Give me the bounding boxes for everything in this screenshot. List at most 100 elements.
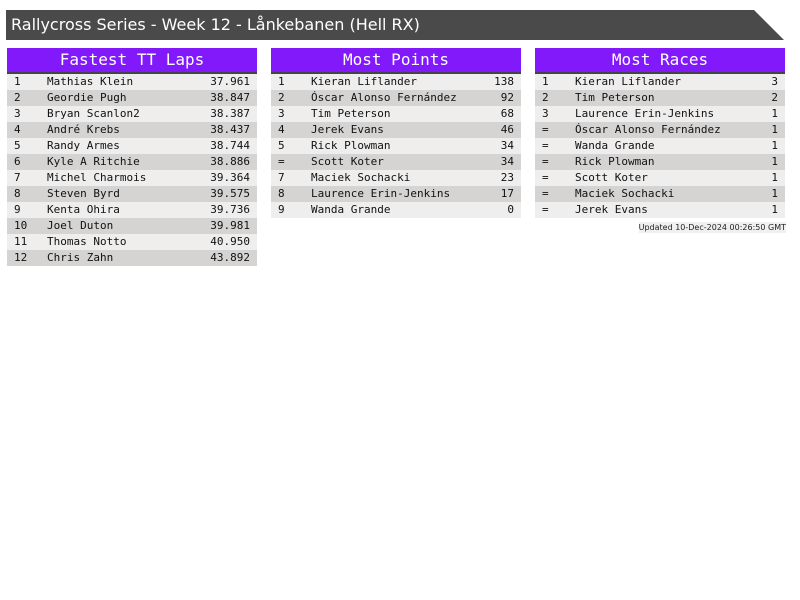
driver-name-cell: Jerek Evans bbox=[311, 123, 384, 136]
position-cell: 3 bbox=[278, 107, 285, 120]
position-cell: 5 bbox=[278, 139, 285, 152]
driver-name-cell: Laurence Erin-Jenkins bbox=[575, 107, 715, 120]
driver-name-cell: Wanda Grande bbox=[311, 203, 391, 216]
position-cell: 2 bbox=[542, 91, 549, 104]
driver-name-cell: Maciek Sochacki bbox=[575, 187, 675, 200]
position-cell: 10 bbox=[14, 219, 28, 232]
value-cell: 1 bbox=[771, 203, 778, 216]
driver-name-cell: Maciek Sochacki bbox=[311, 171, 411, 184]
position-cell: = bbox=[542, 155, 549, 168]
table-row: 11 Thomas Notto 40.950 bbox=[7, 234, 257, 250]
position-cell: 8 bbox=[278, 187, 285, 200]
driver-name-cell: Óscar Alonso Fernández bbox=[575, 123, 721, 136]
fastest-tt-laps-table: Fastest TT Laps 1 Mathias Klein 37.961 2 Geor… bbox=[7, 48, 257, 266]
driver-name-cell: Laurence Erin-Jenkins bbox=[311, 187, 451, 200]
table-row: = Óscar Alonso Fernández 1 bbox=[535, 122, 785, 138]
position-cell: 1 bbox=[278, 75, 285, 88]
value-cell: 34 bbox=[500, 155, 514, 168]
value-cell: 37.961 bbox=[210, 75, 250, 88]
value-cell: 92 bbox=[500, 91, 514, 104]
value-cell: 34 bbox=[500, 139, 514, 152]
position-cell: 3 bbox=[14, 107, 21, 120]
most-points-table: Most Points 1 Kieran Liflander 138 2 Óscar Al… bbox=[271, 48, 521, 218]
position-cell: 4 bbox=[14, 123, 21, 136]
driver-name-cell: Kenta Ohira bbox=[47, 203, 120, 216]
position-cell: = bbox=[278, 155, 285, 168]
table-row: 7 Michel Charmois 39.364 bbox=[7, 170, 257, 186]
value-cell: 39.736 bbox=[210, 203, 250, 216]
value-cell: 38.744 bbox=[210, 139, 250, 152]
table-row: 1 Kieran Liflander 138 bbox=[271, 74, 521, 90]
driver-name-cell: Scott Koter bbox=[311, 155, 384, 168]
value-cell: 1 bbox=[771, 171, 778, 184]
driver-name-cell: Thomas Notto bbox=[47, 235, 127, 248]
driver-name-cell: Wanda Grande bbox=[575, 139, 655, 152]
value-cell: 46 bbox=[500, 123, 514, 136]
driver-name-cell: Kieran Liflander bbox=[575, 75, 681, 88]
table-row: 2 Geordie Pugh 38.847 bbox=[7, 90, 257, 106]
driver-name-cell: Chris Zahn bbox=[47, 251, 114, 264]
driver-name-cell: Kyle A Ritchie bbox=[47, 155, 140, 168]
driver-name-cell: Tim Peterson bbox=[311, 107, 391, 120]
value-cell: 23 bbox=[500, 171, 514, 184]
value-cell: 138 bbox=[494, 75, 514, 88]
table-row: = Rick Plowman 1 bbox=[535, 154, 785, 170]
table-row: 8 Steven Byrd 39.575 bbox=[7, 186, 257, 202]
table-row: = Scott Koter 1 bbox=[535, 170, 785, 186]
table-row: 4 André Krebs 38.437 bbox=[7, 122, 257, 138]
value-cell: 1 bbox=[771, 123, 778, 136]
driver-name-cell: Rick Plowman bbox=[311, 139, 391, 152]
driver-name-cell: André Krebs bbox=[47, 123, 120, 136]
driver-name-cell: Geordie Pugh bbox=[47, 91, 127, 104]
table-row: 9 Wanda Grande 0 bbox=[271, 202, 521, 218]
table-row: 8 Laurence Erin-Jenkins 17 bbox=[271, 186, 521, 202]
value-cell: 1 bbox=[771, 107, 778, 120]
value-cell: 39.575 bbox=[210, 187, 250, 200]
table-heading: Fastest TT Laps bbox=[7, 48, 257, 74]
driver-name-cell: Steven Byrd bbox=[47, 187, 120, 200]
value-cell: 1 bbox=[771, 187, 778, 200]
table-row: 7 Maciek Sochacki 23 bbox=[271, 170, 521, 186]
table-heading: Most Points bbox=[271, 48, 521, 74]
value-cell: 1 bbox=[771, 155, 778, 168]
table-row: 12 Chris Zahn 43.892 bbox=[7, 250, 257, 266]
driver-name-cell: Michel Charmois bbox=[47, 171, 147, 184]
position-cell: 2 bbox=[14, 91, 21, 104]
position-cell: 7 bbox=[14, 171, 21, 184]
driver-name-cell: Randy Armes bbox=[47, 139, 120, 152]
position-cell: 9 bbox=[14, 203, 21, 216]
position-cell: = bbox=[542, 171, 549, 184]
value-cell: 39.364 bbox=[210, 171, 250, 184]
value-cell: 39.981 bbox=[210, 219, 250, 232]
table-row: = Wanda Grande 1 bbox=[535, 138, 785, 154]
value-cell: 38.387 bbox=[210, 107, 250, 120]
table-row: 2 Tim Peterson 2 bbox=[535, 90, 785, 106]
driver-name-cell: Bryan Scanlon2 bbox=[47, 107, 140, 120]
value-cell: 38.886 bbox=[210, 155, 250, 168]
position-cell: 2 bbox=[278, 91, 285, 104]
table-row: 9 Kenta Ohira 39.736 bbox=[7, 202, 257, 218]
position-cell: = bbox=[542, 123, 549, 136]
driver-name-cell: Tim Peterson bbox=[575, 91, 655, 104]
position-cell: 8 bbox=[14, 187, 21, 200]
table-row: = Jerek Evans 1 bbox=[535, 202, 785, 218]
table-row: 1 Kieran Liflander 3 bbox=[535, 74, 785, 90]
position-cell: = bbox=[542, 203, 549, 216]
table-row: 5 Randy Armes 38.744 bbox=[7, 138, 257, 154]
table-row: 5 Rick Plowman 34 bbox=[271, 138, 521, 154]
position-cell: 12 bbox=[14, 251, 28, 264]
table-row: = Scott Koter 34 bbox=[271, 154, 521, 170]
table-row: 10 Joel Duton 39.981 bbox=[7, 218, 257, 234]
driver-name-cell: Óscar Alonso Fernández bbox=[311, 91, 457, 104]
updated-timestamp: Updated 10-Dec-2024 00:26:50 GMT bbox=[638, 222, 786, 233]
table-row: 6 Kyle A Ritchie 38.886 bbox=[7, 154, 257, 170]
value-cell: 38.437 bbox=[210, 123, 250, 136]
position-cell: 6 bbox=[14, 155, 21, 168]
driver-name-cell: Rick Plowman bbox=[575, 155, 655, 168]
value-cell: 0 bbox=[507, 203, 514, 216]
value-cell: 1 bbox=[771, 139, 778, 152]
driver-name-cell: Kieran Liflander bbox=[311, 75, 417, 88]
table-row: 3 Laurence Erin-Jenkins 1 bbox=[535, 106, 785, 122]
position-cell: 4 bbox=[278, 123, 285, 136]
driver-name-cell: Scott Koter bbox=[575, 171, 648, 184]
